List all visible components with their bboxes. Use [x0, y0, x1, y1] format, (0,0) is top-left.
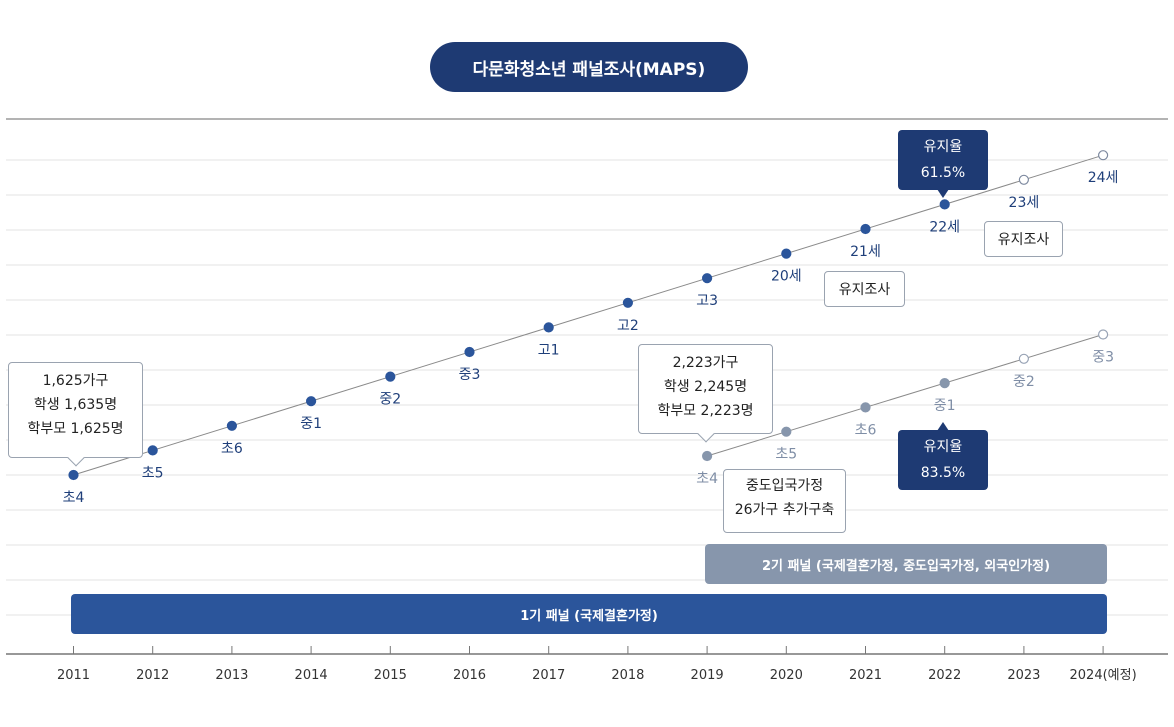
panel2-parents: 학부모 2,223명	[657, 403, 754, 419]
year-tick-label: 2018	[611, 668, 644, 683]
panel2-households: 2,223가구	[672, 355, 739, 371]
panel1-point-label: 21세	[850, 244, 881, 260]
year-tick-label: 2019	[691, 668, 724, 683]
maintenance-survey-box-2021: 유지조사	[824, 271, 905, 307]
retention-label: 유지율	[923, 439, 963, 455]
panel1-point-label: 24세	[1088, 170, 1119, 186]
panel2-students: 학생 2,245명	[663, 379, 748, 395]
panel1-bar: 1기 패널 (국제결혼가정)	[71, 594, 1107, 634]
year-tick-label: 2017	[532, 668, 565, 683]
maintenance-survey-box-2023: 유지조사	[984, 221, 1063, 257]
panel2-point	[1018, 353, 1030, 364]
year-tick-label: 2020	[770, 668, 803, 683]
year-tick-label: 2016	[453, 668, 486, 683]
panel1-point-label: 중1	[300, 416, 322, 432]
year-tick-label: 2024(예정)	[1070, 668, 1137, 683]
retention-label: 유지율	[923, 139, 963, 155]
year-tick-label: 2011	[57, 668, 90, 683]
retention-value: 61.5%	[920, 165, 966, 181]
page-title: 다문화청소년 패널조사(MAPS)	[430, 42, 748, 92]
panel1-point	[1018, 174, 1030, 185]
panel1-point	[701, 273, 713, 284]
panel2-point-label: 초6	[855, 422, 877, 438]
panel1-point-label: 고3	[696, 293, 718, 309]
year-tick-label: 2014	[295, 668, 328, 683]
retention-value: 83.5%	[920, 465, 966, 481]
panel2-bar: 2기 패널 (국제결혼가정, 중도입국가정, 외국인가정)	[705, 544, 1107, 584]
panel1-point	[781, 248, 792, 259]
panel2-point	[701, 450, 713, 462]
panel2-point-label: 중2	[1013, 374, 1035, 390]
panel1-point	[226, 420, 237, 431]
panel2-point-label: 초5	[775, 447, 797, 463]
panel1-point-label: 23세	[1009, 195, 1040, 211]
panel1-point	[939, 199, 950, 210]
panel2-point	[939, 378, 950, 389]
year-tick-label: 2012	[136, 668, 169, 683]
year-tick-label: 2013	[215, 668, 248, 683]
panel1-point-label: 초5	[142, 465, 164, 481]
panel2-point	[860, 402, 871, 413]
panel2-start-callout: 2,223가구 학생 2,245명 학부모 2,223명	[638, 344, 773, 434]
panel1-point-label: 고2	[617, 318, 639, 334]
panel1-series: 초4 초5 초6 중1 중2 중3 고1 고2 고3 20세 21세 22세 23세 24세	[63, 150, 1119, 506]
panel1-point	[68, 469, 79, 481]
panel2-point-label: 초4	[696, 471, 718, 487]
panel1-point-label: 중2	[379, 392, 401, 408]
panel1-point	[543, 322, 554, 333]
year-tick-label: 2021	[849, 668, 882, 683]
panel2-series: 초4 초5 초6 중1 중2 중3	[696, 329, 1114, 487]
panel1-trend-line	[73, 154, 1104, 476]
panel1-point-label: 중3	[459, 367, 481, 383]
panel1-households: 1,625가구	[42, 373, 109, 389]
panel1-point-label: 22세	[929, 219, 960, 235]
panel1-point-label: 20세	[771, 269, 802, 285]
panel1-point-label: 초4	[63, 490, 85, 506]
panel1-retention-callout: 유지율 61.5%	[898, 130, 988, 190]
panel2-trend-line	[706, 334, 1104, 457]
added-households: 26가구 추가구축	[734, 502, 835, 518]
panel2-added-callout: 중도입국가정 26가구 추가구축	[723, 469, 846, 533]
panel1-start-callout: 1,625가구 학생 1,635명 학부모 1,625명	[8, 362, 143, 458]
x-axis: 2011 2012 2013 2014 2015 2016 2017 2018 2019 2020…	[6, 646, 1168, 683]
panel1-point	[147, 445, 158, 456]
panel1-students: 학생 1,635명	[33, 397, 118, 413]
panel2-point	[781, 426, 792, 437]
panel1-point	[622, 297, 634, 308]
panel1-point	[860, 223, 871, 235]
panel1-point	[1097, 150, 1109, 161]
year-tick-label: 2015	[374, 668, 407, 683]
added-group-label: 중도입국가정	[745, 478, 824, 494]
panel2-retention-callout: 유지율 83.5%	[898, 430, 988, 490]
panel1-point-label: 초6	[221, 441, 243, 457]
panel2-point	[1097, 329, 1109, 340]
year-tick-label: 2022	[928, 668, 961, 683]
panel1-point	[464, 346, 475, 358]
panel2-point-label: 중3	[1092, 350, 1114, 366]
panel1-point	[306, 396, 317, 407]
year-tick-label: 2023	[1007, 668, 1040, 683]
panel1-parents: 학부모 1,625명	[27, 421, 124, 437]
panel2-point-label: 중1	[934, 398, 956, 414]
panel1-point-label: 고1	[538, 342, 560, 358]
panel1-point	[385, 371, 396, 382]
gridlines	[6, 118, 1168, 616]
